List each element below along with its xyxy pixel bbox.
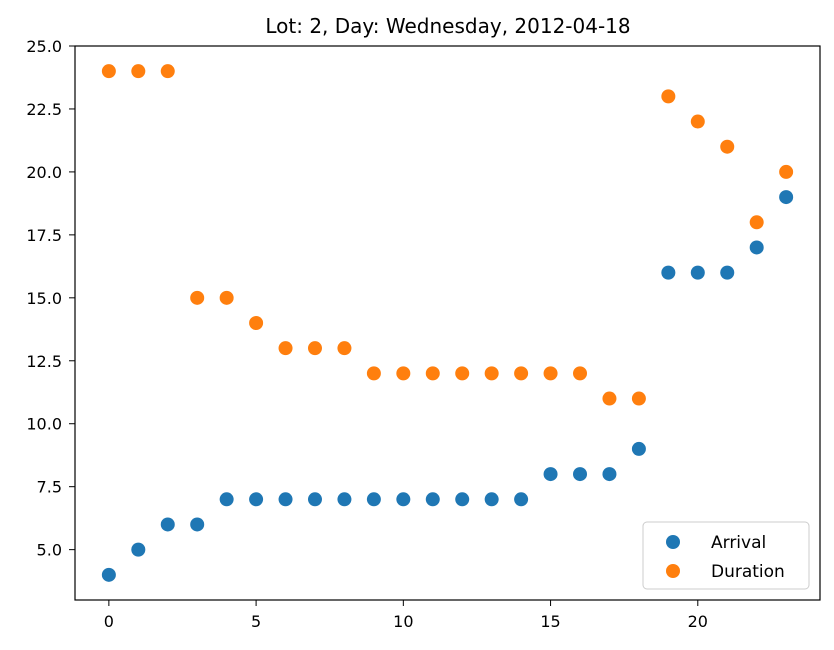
point-arrival-11 [425, 492, 440, 507]
y-tick-label: 12.5 [26, 352, 62, 371]
point-duration-22 [749, 215, 764, 230]
point-arrival-23 [779, 190, 794, 205]
point-arrival-0 [101, 567, 116, 582]
point-arrival-3 [190, 517, 205, 532]
y-tick-label: 7.5 [37, 478, 62, 497]
points-layer [101, 64, 794, 582]
point-duration-12 [455, 366, 470, 381]
point-arrival-4 [219, 492, 234, 507]
point-duration-8 [337, 341, 352, 356]
point-duration-18 [631, 391, 646, 406]
point-duration-11 [425, 366, 440, 381]
y-tick-label: 5.0 [37, 541, 62, 560]
y-tick-label: 22.5 [26, 100, 62, 119]
x-axis: 0 5 10 15 20 [104, 600, 708, 631]
point-arrival-12 [455, 492, 470, 507]
point-duration-9 [366, 366, 381, 381]
point-duration-15 [543, 366, 558, 381]
point-duration-10 [396, 366, 411, 381]
x-tick-label: 15 [540, 612, 560, 631]
point-duration-19 [661, 89, 676, 104]
y-tick-label: 10.0 [26, 415, 62, 434]
y-tick-label: 15.0 [26, 289, 62, 308]
y-axis: 5.0 7.5 10.0 12.5 15.0 17.5 20.0 22.5 25.0 [26, 37, 75, 560]
point-arrival-13 [484, 492, 499, 507]
x-tick-label: 0 [104, 612, 114, 631]
point-arrival-9 [366, 492, 381, 507]
y-tick-label: 25.0 [26, 37, 62, 56]
legend-label-arrival: Arrival [711, 533, 766, 553]
point-duration-20 [690, 114, 705, 129]
point-duration-6 [278, 341, 293, 356]
legend-marker-duration [666, 564, 680, 578]
point-arrival-10 [396, 492, 411, 507]
point-duration-16 [573, 366, 588, 381]
point-arrival-17 [602, 467, 617, 482]
chart-title: Lot: 2, Day: Wednesday, 2012-04-18 [265, 14, 630, 38]
legend-marker-arrival [666, 535, 680, 549]
point-arrival-8 [337, 492, 352, 507]
x-tick-label: 20 [688, 612, 708, 631]
point-duration-13 [484, 366, 499, 381]
point-arrival-16 [573, 467, 588, 482]
point-arrival-1 [131, 542, 146, 557]
point-arrival-21 [720, 265, 735, 280]
point-duration-23 [779, 164, 794, 179]
legend-label-duration: Duration [711, 562, 785, 582]
point-duration-17 [602, 391, 617, 406]
legend: Arrival Duration [642, 521, 810, 590]
y-tick-label: 17.5 [26, 226, 62, 245]
point-arrival-20 [690, 265, 705, 280]
point-duration-2 [160, 64, 175, 79]
legend-box [642, 521, 810, 590]
point-duration-14 [514, 366, 529, 381]
point-arrival-19 [661, 265, 676, 280]
point-duration-1 [131, 64, 146, 79]
point-arrival-2 [160, 517, 175, 532]
point-duration-21 [720, 139, 735, 154]
point-duration-3 [190, 290, 205, 305]
point-arrival-5 [249, 492, 264, 507]
point-duration-4 [219, 290, 234, 305]
point-duration-5 [249, 316, 264, 330]
point-arrival-22 [749, 240, 764, 255]
point-duration-7 [307, 341, 322, 356]
point-arrival-6 [278, 492, 293, 507]
point-arrival-7 [307, 492, 322, 507]
point-duration-0 [101, 64, 116, 79]
plot-frame [74, 45, 821, 601]
x-tick-label: 5 [251, 612, 261, 631]
point-arrival-14 [514, 492, 529, 507]
point-arrival-15 [543, 467, 558, 482]
x-tick-label: 10 [393, 612, 413, 631]
point-arrival-18 [631, 441, 646, 456]
y-tick-label: 20.0 [26, 163, 62, 182]
